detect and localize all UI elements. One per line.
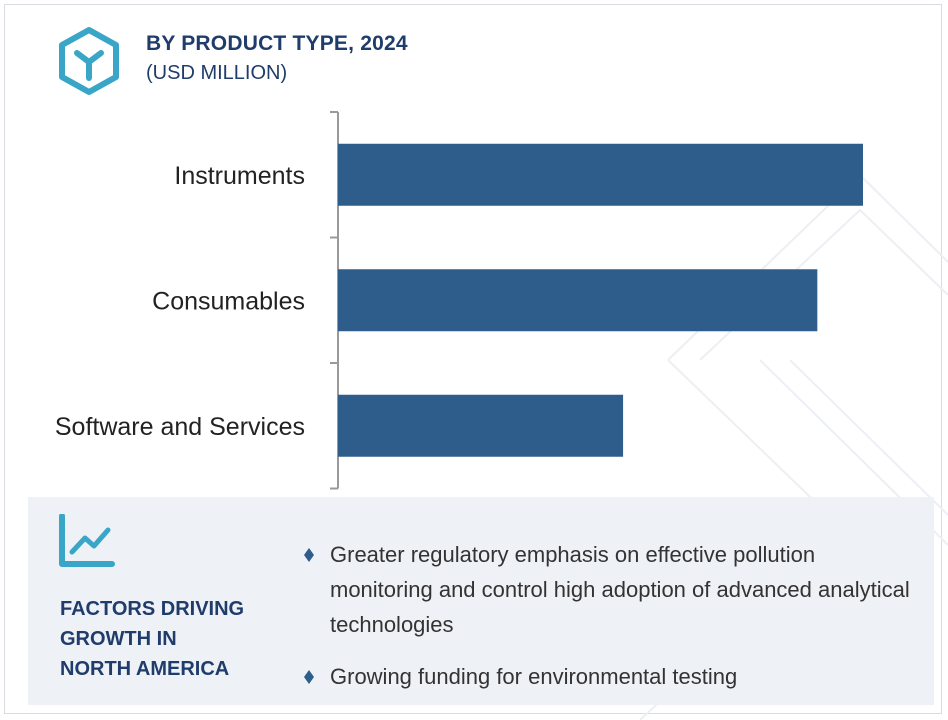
- category-label: Software and Services: [55, 413, 305, 441]
- factors-title: FACTORS DRIVING GROWTH IN NORTH AMERICA: [60, 594, 280, 684]
- bar-instruments: [338, 143, 863, 206]
- bar-chart: Instruments Consumables Software and Servi…: [55, 111, 863, 490]
- factor-text: Greater regulatory emphasis on effective…: [330, 542, 910, 637]
- trend-chart-icon: [59, 514, 115, 567]
- factors-title-line: FACTORS DRIVING: [60, 598, 245, 620]
- bar-software-and-services: [338, 394, 624, 457]
- chart-subtitle: (USD MILLION): [146, 62, 288, 84]
- factor-text: Growing funding for environmental testin…: [330, 664, 738, 689]
- category-label: Instruments: [174, 162, 305, 190]
- factors-title-line: NORTH AMERICA: [60, 658, 230, 680]
- factor-item: Greater regulatory emphasis on effective…: [300, 537, 920, 642]
- diamond-bullet-icon: [304, 670, 314, 684]
- diamond-bullet-icon: [304, 548, 314, 562]
- factors-title-line: GROWTH IN: [60, 628, 177, 650]
- factors-list: Greater regulatory emphasis on effective…: [300, 537, 920, 711]
- bar-consumables: [338, 269, 818, 332]
- chart-title: BY PRODUCT TYPE, 2024: [146, 32, 408, 55]
- growth-factors-panel: [28, 497, 934, 705]
- cube-icon: [59, 27, 119, 95]
- factor-item: Growing funding for environmental testin…: [300, 659, 920, 694]
- category-label: Consumables: [152, 287, 305, 315]
